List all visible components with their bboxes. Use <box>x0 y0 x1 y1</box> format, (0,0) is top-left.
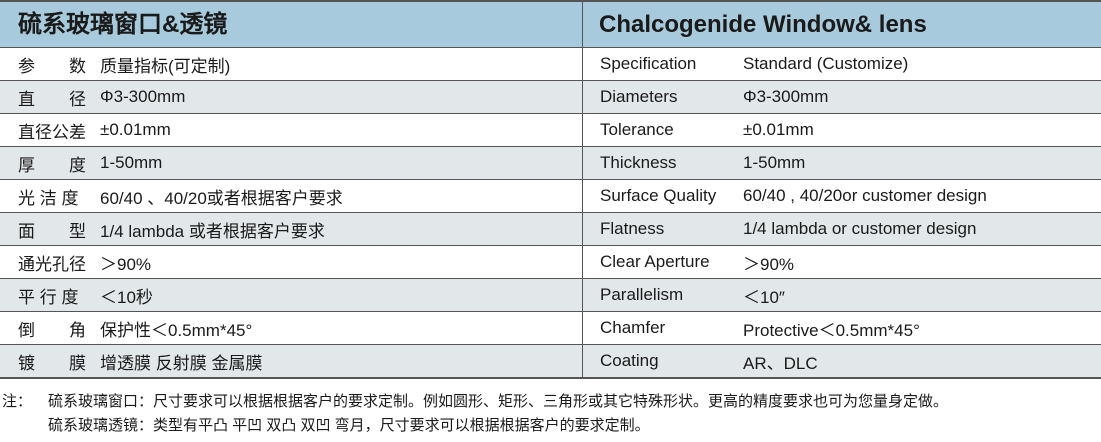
table-row: 直 径 Φ3-300mm Diameters Φ3-300mm <box>0 81 1101 114</box>
cn-key: 直 径 <box>18 89 86 109</box>
en-key: Coating <box>600 351 659 370</box>
cn-key: 参 数 <box>18 56 86 76</box>
table-row: 通光孔径 ＞90% Clear Aperture ＞90% <box>0 246 1101 279</box>
cn-key: 厚 度 <box>18 155 86 175</box>
note-line: 硫系玻璃透镜：类型有平凸 平凹 双凸 双凹 弯月，尺寸要求可以根据根据客户的要求… <box>48 417 650 434</box>
cn-value: Φ3-300mm <box>100 87 186 106</box>
table-row: 平 行 度 ＜10秒 Parallelism ＜10″ <box>0 279 1101 312</box>
table-row: 镀 膜增透膜 反射膜 金属膜 Coating AR、DLC <box>0 345 1101 377</box>
table-header: 硫系玻璃窗口&透镜 Chalcogenide Window& lens <box>0 2 1101 48</box>
cn-value: 60/40 、40/20或者根据客户要求 <box>100 188 343 208</box>
table-row: 面 型 1/4 lambda 或者根据客户要求 Flatness 1/4 lambda… <box>0 213 1101 246</box>
en-value: AR、DLC <box>743 353 818 373</box>
en-value: 1-50mm <box>743 153 806 172</box>
table-row: 参 数质量指标(可定制) Specification Standard (Custo… <box>0 48 1101 81</box>
en-value: 60/40 , 40/20or customer design <box>743 186 987 205</box>
table-row: 直径公差 ±0.01mm Tolerance ±0.01mm <box>0 114 1101 147</box>
en-key: Flatness <box>600 219 665 238</box>
en-value: Protective＜0.5mm*45° <box>743 320 920 340</box>
en-key: Chamfer <box>600 318 666 337</box>
spec-table: 硫系玻璃窗口&透镜 Chalcogenide Window& lens 参 数质… <box>0 0 1101 379</box>
cn-value: ＜10秒 <box>100 287 153 307</box>
en-key: Thickness <box>600 153 677 172</box>
table-row: 光 洁 度 60/40 、40/20或者根据客户要求 Surface Quality… <box>0 180 1101 213</box>
en-key: Tolerance <box>600 120 674 139</box>
cn-title: 硫系玻璃窗口&透镜 <box>0 2 583 47</box>
en-key: Specification <box>600 54 697 73</box>
cn-key: 倒 角 <box>18 320 86 340</box>
en-key: Surface Quality <box>600 186 717 205</box>
en-value: ＞90% <box>743 254 795 274</box>
cn-key: 光 洁 度 <box>18 188 79 208</box>
en-key: Diameters <box>600 87 678 106</box>
en-value: Φ3-300mm <box>743 87 829 106</box>
en-value: 1/4 lambda or customer design <box>743 219 977 238</box>
en-key: Parallelism <box>600 285 684 304</box>
cn-value: 保护性＜0.5mm*45° <box>100 320 253 340</box>
cn-key: 镀 膜 <box>18 353 86 373</box>
table-row: 倒 角保护性＜0.5mm*45° Chamfer Protective＜0.5mm*… <box>0 312 1101 345</box>
cn-value: ±0.01mm <box>100 120 171 139</box>
cn-key: 通光孔径 <box>18 254 86 274</box>
en-value: ＜10″ <box>743 287 785 307</box>
cn-value: 1-50mm <box>100 153 163 172</box>
cn-value: 增透膜 反射膜 金属膜 <box>100 353 263 373</box>
notes: 注： 硫系玻璃窗口：尺寸要求可以根据根据客户的要求定制。例如圆形、矩形、三角形或其… <box>0 390 948 438</box>
cn-key: 直径公差 <box>18 122 86 142</box>
cn-value: ＞90% <box>100 254 152 274</box>
en-value: Standard (Customize) <box>743 54 909 73</box>
en-title: Chalcogenide Window& lens <box>599 11 927 38</box>
table-row: 厚 度 1-50mm Thickness 1-50mm <box>0 147 1101 180</box>
en-value: ±0.01mm <box>743 120 814 139</box>
cn-value: 1/4 lambda 或者根据客户要求 <box>100 221 325 241</box>
cn-key: 面 型 <box>18 221 86 241</box>
en-key: Clear Aperture <box>600 252 710 271</box>
cn-value: 质量指标(可定制) <box>100 56 231 76</box>
notes-label: 注： <box>2 393 33 410</box>
note-line: 硫系玻璃窗口：尺寸要求可以根据根据客户的要求定制。例如圆形、矩形、三角形或其它特… <box>48 393 949 410</box>
cn-key: 平 行 度 <box>18 287 79 307</box>
